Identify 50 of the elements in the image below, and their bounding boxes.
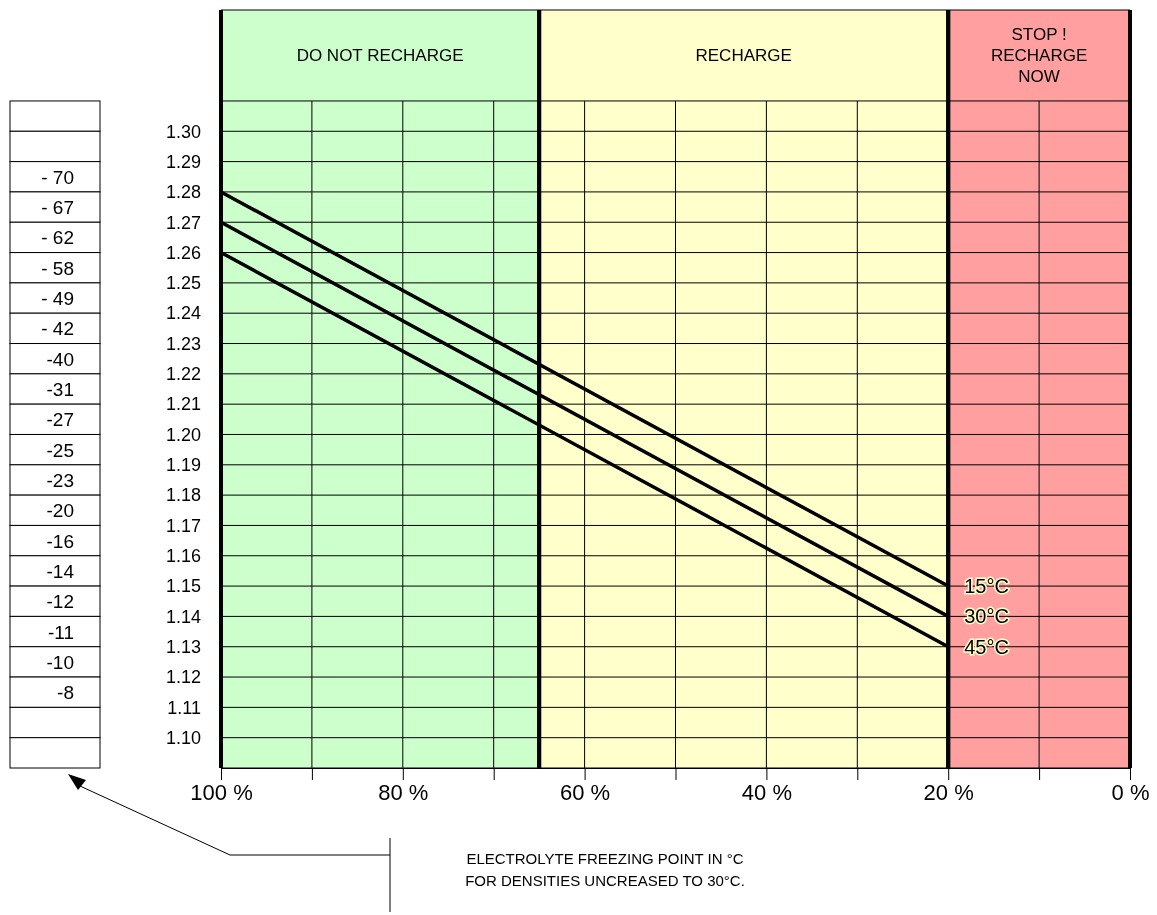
category-label: - 62 xyxy=(41,227,74,249)
x-tick-label: 20 % xyxy=(923,779,974,805)
y-tick-label: 1.15 xyxy=(165,576,201,597)
y-tick-label: 1.28 xyxy=(165,182,201,203)
category-label: -40 xyxy=(46,348,74,370)
y-tick-label: 1.13 xyxy=(165,636,201,657)
y-tick-label: 1.17 xyxy=(165,515,201,536)
category-label: - 49 xyxy=(41,288,74,310)
category-label: -20 xyxy=(46,500,74,522)
y-tick-label: 1.12 xyxy=(165,667,201,688)
band-label: DO NOT RECHARGE xyxy=(296,46,464,66)
y-tick-label: 1.25 xyxy=(165,273,201,294)
y-tick-label: 1.21 xyxy=(165,394,201,415)
category-label: - 58 xyxy=(41,257,74,279)
y-tick-label: 1.24 xyxy=(165,303,201,324)
y-tick-label: 1.26 xyxy=(165,242,201,263)
category-label: -14 xyxy=(46,560,75,582)
x-tick-label: 40 % xyxy=(741,779,792,805)
category-label: -23 xyxy=(46,469,74,491)
y-tick-label: 1.29 xyxy=(165,151,201,172)
y-tick-label: 1.30 xyxy=(165,121,201,142)
category-label: -11 xyxy=(47,621,74,643)
y-tick-label: 1.18 xyxy=(165,485,201,506)
y-tick-label: 1.19 xyxy=(165,455,201,476)
category-label: - 70 xyxy=(41,166,74,188)
category-label: -31 xyxy=(46,379,74,400)
category-label: - 67 xyxy=(41,197,74,219)
category-label: -12 xyxy=(46,591,74,613)
band-label: STOP ! RECHARGE NOW xyxy=(990,25,1088,87)
category-label: - 42 xyxy=(41,318,74,340)
category-label: -27 xyxy=(46,409,74,431)
y-tick-label: 1.11 xyxy=(167,697,201,718)
y-tick-label: 1.23 xyxy=(165,333,201,354)
category-label: -16 xyxy=(46,530,74,552)
y-tick-label: 1.16 xyxy=(165,546,201,567)
y-tick-label: 1.14 xyxy=(165,606,201,627)
x-tick-label: 80 % xyxy=(378,779,429,805)
y-tick-label: 1.27 xyxy=(165,212,201,233)
x-tick-label: 100 % xyxy=(190,779,253,805)
band-label: RECHARGE xyxy=(695,46,792,66)
text: FOR DENSITIES UNCREASED TO 30°C. xyxy=(465,872,745,889)
category-label: -10 xyxy=(46,651,74,673)
y-tick-label: 1.20 xyxy=(165,424,201,445)
category-label: -8 xyxy=(57,682,74,704)
y-tick-label: 1.22 xyxy=(165,364,201,385)
x-tick-label: 60 % xyxy=(560,779,611,805)
category-label: -25 xyxy=(46,439,74,461)
text: ELECTROLYTE FREEZING POINT IN °C xyxy=(466,850,744,867)
y-tick-label: 1.10 xyxy=(165,727,201,748)
x-tick-label: 0 % xyxy=(1111,779,1150,805)
